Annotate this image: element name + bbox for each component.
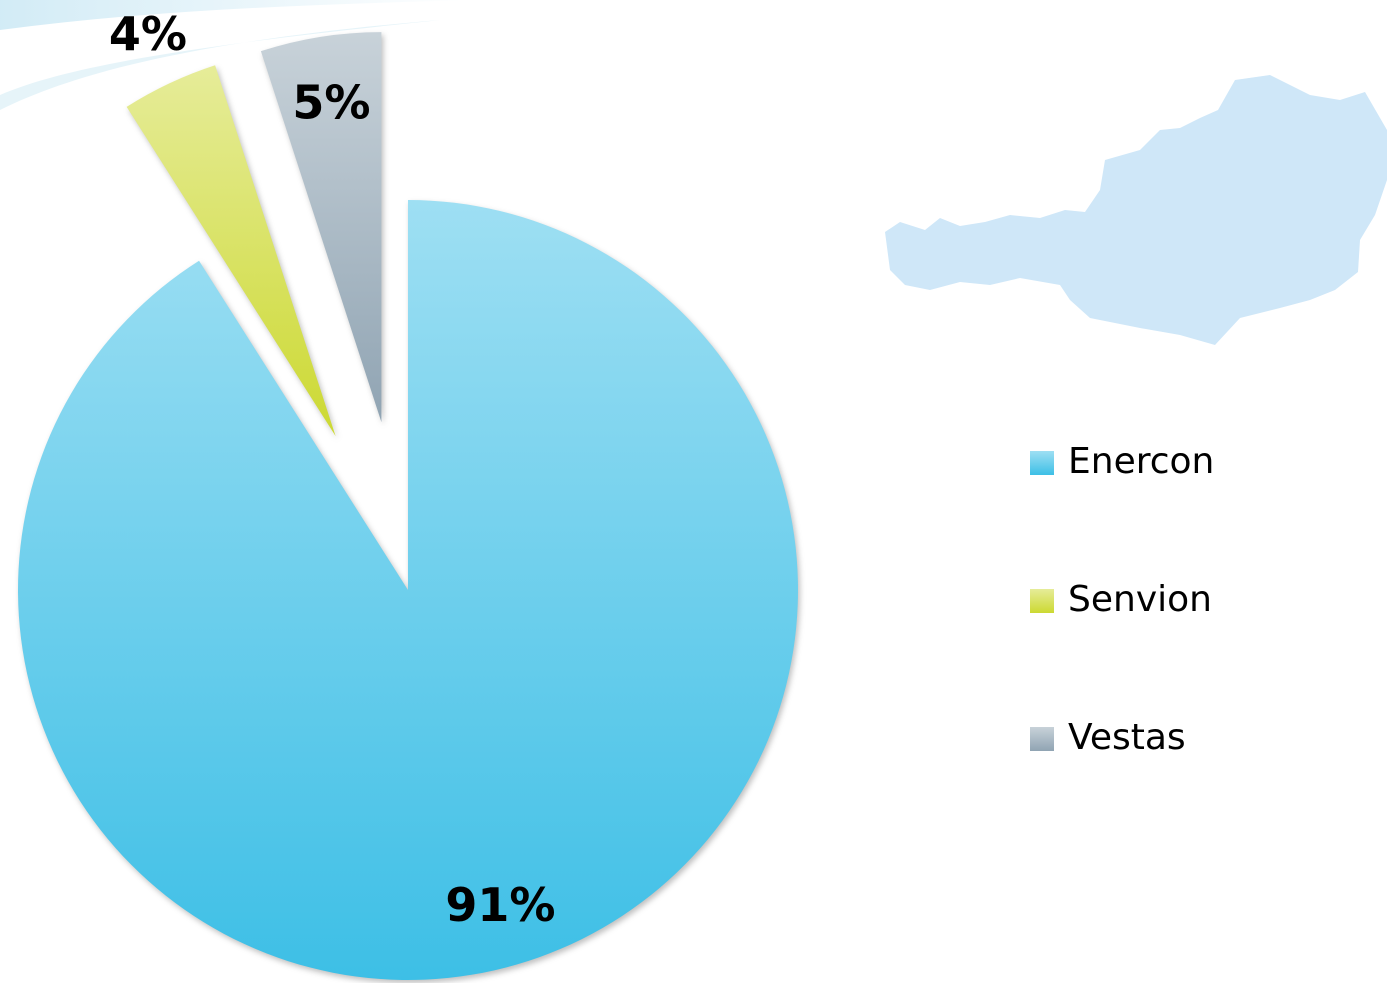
data-label: 91% — [445, 878, 555, 932]
legend-label: Senvion — [1068, 579, 1212, 620]
data-label: 4% — [109, 7, 187, 61]
data-label: 5% — [292, 76, 370, 130]
legend-swatch — [1030, 589, 1054, 613]
legend-label: Enercon — [1068, 441, 1214, 482]
legend-swatch — [1030, 451, 1054, 475]
legend-label: Vestas — [1068, 717, 1186, 758]
legend-swatch — [1030, 727, 1054, 751]
pie-slice — [260, 32, 382, 423]
decor-swoosh — [0, 0, 470, 30]
pie-slice — [17, 200, 798, 980]
pie-slice — [126, 65, 336, 437]
map-decor — [885, 75, 1387, 345]
